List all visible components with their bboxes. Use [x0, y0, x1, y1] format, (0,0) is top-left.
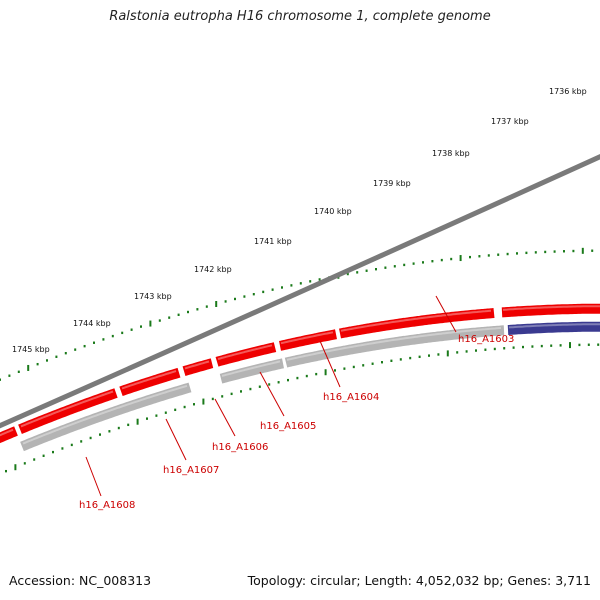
forward-gene-highlight — [217, 344, 273, 360]
scale-label: 1736 kbp — [549, 87, 587, 96]
forward-gene[interactable] — [18, 388, 118, 434]
reverse-gene[interactable] — [507, 321, 600, 335]
scale-labels: 1736 kbp 1737 kbp 1738 kbp 1739 kbp 1740 kbp… — [12, 87, 587, 354]
forward-gene-highlight — [184, 360, 210, 370]
reverse-gene-highlight — [22, 384, 188, 445]
forward-gene-highlight — [340, 309, 492, 332]
reverse-gene-highlight — [286, 327, 502, 361]
gene-label[interactable]: h16_A1608 — [79, 500, 135, 511]
scale-label: 1739 kbp — [373, 179, 411, 188]
gene-label[interactable]: h16_A1607 — [163, 465, 219, 476]
scale-label: 1743 kbp — [134, 292, 172, 301]
gene-label[interactable]: h16_A1605 — [260, 421, 316, 432]
gene-leader-line — [319, 340, 341, 388]
gene-leader-line — [214, 398, 236, 437]
reverse-gene-highlight — [221, 360, 281, 377]
scale-label: 1744 kbp — [73, 319, 111, 328]
accession-label: Accession: NC_008313 — [9, 573, 152, 588]
scale-label: 1745 kbp — [12, 345, 50, 354]
forward-gene-highlight — [502, 305, 600, 311]
gene-leader-line — [85, 456, 102, 497]
reverse-gene[interactable] — [219, 358, 284, 384]
forward-gene[interactable] — [339, 308, 495, 339]
forward-gene[interactable] — [215, 342, 277, 367]
reverse-gene-highlight — [508, 323, 600, 329]
gene-features — [0, 303, 600, 452]
forward-gene-highlight — [20, 390, 114, 428]
genome-summary: Topology: circular; Length: 4,052,032 bp… — [247, 573, 591, 588]
gene-label[interactable]: h16_A1603 — [458, 334, 514, 345]
gene-label[interactable]: h16_A1606 — [212, 442, 268, 453]
map-title: Ralstonia eutropha H16 chromosome 1, com… — [109, 9, 491, 24]
scale-label: 1738 kbp — [432, 149, 470, 158]
forward-gene-highlight — [121, 370, 177, 390]
chromosome-backbone — [0, 154, 600, 429]
gene-label[interactable]: h16_A1604 — [323, 392, 379, 403]
forward-gene[interactable] — [501, 303, 600, 318]
gene-label-leaders — [85, 295, 457, 497]
reverse-gene[interactable] — [284, 325, 505, 368]
forward-gene[interactable] — [119, 367, 181, 397]
scale-label: 1742 kbp — [194, 265, 232, 274]
forward-gene-highlight — [0, 428, 14, 437]
gene-leader-line — [259, 371, 285, 417]
forward-gene[interactable] — [279, 329, 337, 351]
reverse-gene[interactable] — [20, 382, 192, 452]
scale-label: 1741 kbp — [254, 237, 292, 246]
gene-leader-line — [165, 418, 187, 461]
forward-gene[interactable] — [0, 426, 18, 444]
forward-gene-highlight — [280, 331, 334, 345]
scale-label: 1740 kbp — [314, 207, 352, 216]
scale-label: 1737 kbp — [491, 117, 529, 126]
gene-labels: h16_A1603 h16_A1604 h16_A1605 h16_A1606 h16_… — [79, 334, 514, 511]
gene-leader-line — [435, 295, 457, 333]
scale-ticks — [0, 247, 600, 473]
forward-gene[interactable] — [182, 358, 214, 376]
